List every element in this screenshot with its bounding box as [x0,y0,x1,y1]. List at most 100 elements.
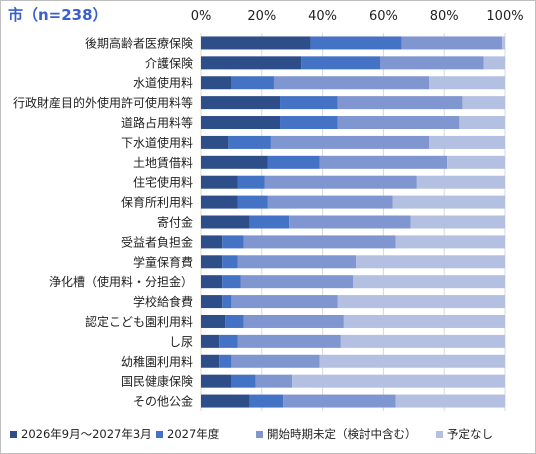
bar-segment [201,215,250,229]
bar-segment [231,354,320,368]
bar-segment [255,374,293,388]
bar-segment [429,76,505,90]
bar-segment [201,135,229,149]
bar-segment [273,76,429,90]
category-label: 保育所利用料 [121,195,193,210]
bar-segment [343,314,505,328]
legend-label: 開始時期未定（検討中含む） [267,427,417,441]
category-label: 水道使用料 [133,75,193,90]
category-label: 後期高齢者医療保険 [85,35,193,50]
bar-segment [237,255,357,269]
bar-segment [240,275,353,289]
legend-label: 2027年度 [167,427,220,441]
category-label: その他公金 [133,394,193,409]
bar-segment [201,235,223,249]
bar-segment [201,255,223,269]
bar-segment [395,235,505,249]
bar-segment [201,155,268,169]
x-tick-label: 60% [369,9,398,24]
bar-segment [416,175,505,189]
category-label: 土地賃借料 [133,155,193,170]
category-label: 介護保険 [145,55,193,70]
chart-title: 市（n=238） [8,6,108,24]
bar-segment [337,96,463,110]
category-label: 学童保育費 [133,254,193,269]
bar-segment [201,195,238,209]
bar-segment [319,354,505,368]
bar-segment [231,295,338,309]
bar-segment [353,275,505,289]
bar-segment [392,195,505,209]
bar-segment [219,354,232,368]
bar-segment [201,295,223,309]
category-label: 行政財産目的外使用許可使用料等 [13,95,193,110]
x-tick-label: 80% [430,9,459,24]
category-label: 国民健康保険 [121,374,193,389]
bar-segment [201,175,238,189]
category-label: 受益者負担金 [121,234,193,249]
bar-segment [395,394,505,408]
bar-segment [337,116,460,130]
bar-segment [459,116,505,130]
category-label: 道路占用料等 [121,115,193,130]
bar-segment [243,235,396,249]
category-label: 下水道使用料 [121,135,193,150]
x-tick-label: 0% [191,9,212,24]
bar-segment [264,175,417,189]
bar-segment [249,394,284,408]
bar-segment [292,374,505,388]
bar-segment [222,255,238,269]
category-label: し尿 [169,335,193,349]
legend-swatch [156,430,163,438]
bar-segment [319,155,448,169]
bar-segment [201,275,223,289]
bar-segment [267,195,393,209]
bar-segment [501,36,505,50]
legend-swatch [10,430,17,438]
x-tick-label: 40% [308,9,337,24]
bar-segment [225,314,244,328]
bar-segment [429,135,505,149]
bar-segment [201,394,250,408]
bar-segment [270,135,429,149]
bar-segment [267,155,320,169]
bar-segment [237,334,341,348]
category-label: 浄化槽（使用料・分担金） [49,274,193,289]
legend-item: 2026年9月～2027年3月 [10,426,152,442]
legend-label: 予定なし [447,427,493,441]
bar-segment [201,314,226,328]
bar-segment [410,215,505,229]
legend-item: 予定なし [436,426,493,442]
x-tick-label: 20% [247,9,276,24]
bar-segment [201,96,281,110]
bar-segment [219,334,238,348]
bar-segment [483,56,505,70]
bar-segment [231,76,274,90]
bar-segment [356,255,505,269]
bar-segment [201,76,232,90]
bar-segment [301,56,381,70]
bar-segment [201,36,311,50]
bar-segment [340,334,505,348]
bar-segment [310,36,402,50]
bar-segment [222,235,244,249]
bar-segment [201,116,281,130]
bar-segment [201,334,220,348]
category-label: 認定こども園利用料 [85,314,193,329]
category-label: 住宅使用料 [133,175,193,190]
category-label: 幼稚園利用料 [121,355,193,369]
x-tick-label: 100% [486,9,523,24]
bar-segment [380,56,484,70]
category-label: 学校給食費 [133,294,193,309]
bar-segment [283,394,396,408]
bar-segment [337,295,505,309]
category-label: 寄付金 [157,215,193,230]
bar-segment [237,195,268,209]
bar-segment [201,354,220,368]
bar-segment [222,295,232,309]
bar-segment [201,56,302,70]
legend-swatch [256,430,263,438]
legend-label: 2026年9月～2027年3月 [21,427,152,441]
bar-segment [222,275,241,289]
